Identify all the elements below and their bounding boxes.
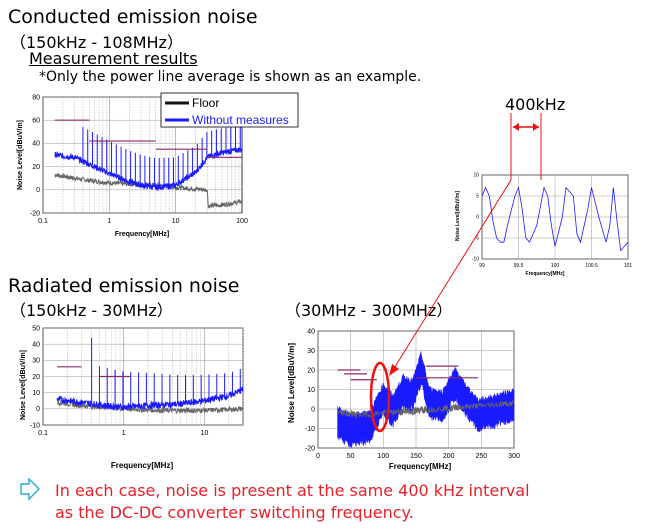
example-note: *Only the power line average is shown as… <box>39 69 422 85</box>
range-conducted: （150kHz - 108MHz） <box>10 33 183 52</box>
c3-ytick-4: 30 <box>32 358 40 365</box>
c1-ytick-0: -20 <box>30 210 40 217</box>
c4-ytick-2: 0 <box>311 406 315 413</box>
c4-ytick-5: 30 <box>307 348 315 355</box>
interval-arrow-head-left <box>513 123 519 131</box>
c1-ytick-1: 0 <box>36 187 40 194</box>
c2-xlabel: Frequency[MHz] <box>526 271 565 277</box>
interval-arrow-head-right <box>533 123 539 131</box>
c2-ytick-3: 5 <box>476 194 479 200</box>
c1-ytick-2: 20 <box>32 164 40 171</box>
conclusion-line-2: as the DC-DC converter switching frequen… <box>55 503 414 522</box>
c3-xtick-1: 1 <box>122 430 126 437</box>
c4-floor-overlay <box>337 399 515 419</box>
right-arrow-icon <box>20 477 40 501</box>
c4-ytick-0: -20 <box>305 445 315 452</box>
c4-measure-band <box>337 351 515 448</box>
c1-ytick-3: 40 <box>32 141 40 148</box>
c3-xlabel: Frequency[MHz] <box>111 461 174 470</box>
c2-xtick-3: 100.5 <box>585 263 598 269</box>
conclusion-line-1: In each case, noise is present at the sa… <box>55 481 530 500</box>
c3-xtick-0: 0.1 <box>38 430 48 437</box>
c4-xtick-1: 50 <box>347 453 355 460</box>
c4-xtick-5: 250 <box>475 453 487 460</box>
c1-ytick-4: 60 <box>32 118 40 125</box>
c4-xtick-2: 100 <box>377 453 389 460</box>
c4-xtick-0: 0 <box>316 453 320 460</box>
c4-ytick-6: 40 <box>307 328 315 335</box>
interval-label: 400kHz <box>505 95 566 114</box>
c2-xtick-4: 101 <box>624 263 633 269</box>
c2-zoom-trace <box>481 186 629 252</box>
c4-xtick-3: 150 <box>410 453 422 460</box>
c1-xtick-3: 100 <box>236 218 248 225</box>
c3-ytick-5: 40 <box>32 342 40 349</box>
c1-xlabel: Frequency[MHz] <box>115 231 169 238</box>
c3-ytick-0: -10 <box>30 422 40 429</box>
c3-floor-trace <box>56 400 244 415</box>
c3-ytick-2: 10 <box>32 390 40 397</box>
c3-xtick-2: 10 <box>201 430 209 437</box>
c3-ytick-3: 20 <box>32 374 40 381</box>
c2-ylabel: Noise Level[dBuV/m] <box>455 191 461 241</box>
c4-xtick-6: 300 <box>508 453 520 460</box>
zoom-pointer-head <box>389 364 399 376</box>
c3-ytick-1: 0 <box>36 406 40 413</box>
zoom-pointer-line <box>392 179 512 371</box>
c2-ytick-1: -5 <box>475 236 480 242</box>
range-radiated-high: （30MHz - 300MHz） <box>285 301 453 320</box>
c1-ylabel: Noise Level[dBuV/m] <box>17 120 24 190</box>
heading-radiated: Radiated emission noise <box>8 275 240 297</box>
c1-xtick-2: 10 <box>172 218 180 225</box>
c4-xlabel: Frequency[MHz] <box>389 462 452 471</box>
c1-ytick-5: 80 <box>32 94 40 101</box>
range-radiated-low: （150kHz - 30MHz） <box>10 301 173 320</box>
c2-xtick-2: 100 <box>551 263 560 269</box>
c4-ytick-1: -10 <box>305 426 315 433</box>
c2-ytick-4: 10 <box>473 173 479 179</box>
c1-legend-floor: Floor <box>192 96 219 110</box>
heading-conducted: Conducted emission noise <box>8 6 258 28</box>
c4-ytick-4: 20 <box>307 367 315 374</box>
c4-ytick-3: 10 <box>307 387 315 394</box>
c2-xtick-0: 99 <box>479 263 485 269</box>
c1-xtick-1: 1 <box>107 218 111 225</box>
c1-xtick-0: 0.1 <box>38 218 48 225</box>
c2-ytick-0: -10 <box>472 257 479 263</box>
c3-ylabel: Noise Level[dBuV/m] <box>20 350 27 420</box>
c4-xtick-4: 200 <box>443 453 455 460</box>
c3-ytick-6: 50 <box>32 325 40 332</box>
c3-measure-trace <box>56 386 244 411</box>
c2-ytick-2: 0 <box>476 215 479 221</box>
highlight-ellipse <box>369 361 391 433</box>
measurement-results-title: Measurement results <box>29 49 198 68</box>
c4-ylabel: Noise Level[dBuV/m] <box>287 343 296 423</box>
c1-legend-measure: Without measures <box>192 113 289 127</box>
c2-xtick-1: 99.5 <box>514 263 524 269</box>
